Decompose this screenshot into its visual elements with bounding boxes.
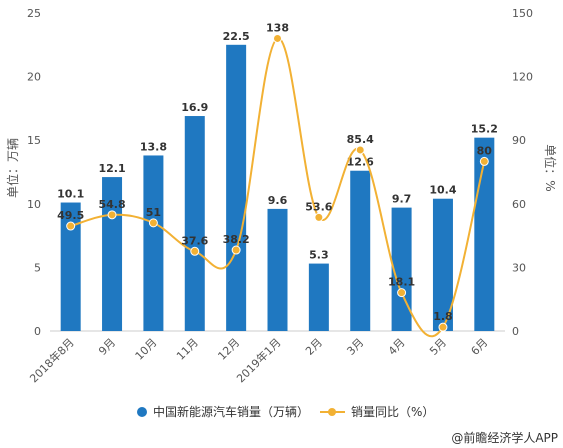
legend-bar-label: 中国新能源汽车销量（万辆） (153, 404, 309, 419)
line-point (190, 246, 200, 256)
bar (350, 170, 371, 331)
line-value-label: 54.8 (98, 198, 125, 211)
line-value-label: 1.8 (433, 310, 453, 323)
line-value-label: 53.6 (305, 200, 332, 213)
bar-value-label: 5.3 (309, 249, 329, 262)
bar-value-label: 15.2 (471, 123, 498, 136)
line-data-labels: 49.5 54.8 51 37.6 38.2 138 53.6 85.4 18.1 1.8 80 (57, 21, 492, 323)
line-point (231, 245, 241, 255)
x-tick-label: 3月 (344, 336, 366, 358)
y-tick-label-left: 15 (27, 134, 41, 147)
bar-value-label: 10.4 (429, 184, 456, 197)
y-tick-label-left: 20 (27, 71, 41, 84)
line-point (148, 218, 158, 228)
line-point (355, 145, 365, 155)
right-axis-ticks: 0 30 60 90 120 150 (512, 7, 533, 338)
bar (432, 198, 453, 331)
legend-line-label: 销量同比（%） (351, 405, 434, 419)
y-tick-label-left: 5 (34, 261, 41, 274)
line-path (70, 37, 486, 338)
line-point (314, 212, 324, 222)
y-tick-label-right: 0 (512, 325, 519, 338)
line-point (479, 156, 489, 166)
x-tick-label: 12月 (215, 336, 242, 363)
bar (184, 116, 205, 331)
x-tick-label: 2018年8月 (27, 335, 77, 385)
bar-data-labels: 10.1 12.1 13.8 16.9 22.5 9.6 5.3 12.6 9.7 10.4 15.… (57, 30, 498, 262)
y-axis-title-left: 单位：万辆 (5, 138, 20, 198)
y-tick-label-right: 150 (512, 7, 533, 20)
bar (267, 208, 288, 331)
bar-value-label: 12.1 (98, 162, 125, 175)
line-value-label: 85.4 (347, 133, 374, 146)
bar (474, 137, 495, 331)
bar-value-label: 22.5 (223, 30, 250, 43)
watermark: @前瞻经济学人APP (451, 430, 558, 445)
legend: 中国新能源汽车销量（万辆） 销量同比（%） (137, 404, 434, 419)
y-tick-label-left: 25 (27, 7, 41, 20)
line-value-label: 80 (477, 144, 493, 157)
bar (391, 207, 412, 331)
line-value-label: 51 (146, 206, 161, 219)
y-tick-label-right: 90 (512, 134, 526, 147)
bar-value-label: 16.9 (181, 101, 208, 114)
bar (226, 44, 247, 332)
x-tick-label: 10月 (133, 336, 160, 363)
bar-value-label: 9.6 (268, 194, 288, 207)
line-value-label: 37.6 (181, 234, 208, 247)
x-tick-label: 6月 (469, 336, 491, 358)
bar-value-label: 12.6 (347, 156, 374, 169)
line-series (66, 33, 489, 338)
line-point (438, 322, 448, 332)
line-point (273, 33, 282, 43)
line-point (397, 288, 407, 298)
line-point (66, 221, 76, 231)
bar-value-label: 9.7 (392, 193, 412, 206)
line-value-label: 49.5 (57, 209, 84, 222)
x-tick-label: 2019年1月 (233, 335, 283, 385)
y-tick-label-right: 60 (512, 198, 526, 211)
line-value-label: 18.1 (388, 276, 415, 289)
line-value-label: 38.2 (223, 233, 250, 246)
y-axis-title-right: 单位：% (543, 144, 558, 191)
bar (308, 263, 329, 331)
x-tick-label: 11月 (174, 336, 201, 363)
legend-bar-marker (137, 407, 147, 417)
left-axis-ticks: 0 5 10 15 20 25 (27, 7, 41, 338)
y-tick-label-left: 10 (27, 198, 41, 211)
y-tick-label-left: 0 (34, 325, 41, 338)
x-tick-label: 9月 (96, 336, 118, 358)
y-tick-label-right: 30 (512, 261, 526, 274)
bar (60, 202, 81, 331)
bar-series (60, 44, 495, 332)
line-value-label: 138 (266, 21, 289, 34)
bar (143, 155, 164, 331)
legend-line-marker (328, 408, 336, 416)
x-tick-label: 2月 (303, 336, 325, 358)
bar-value-label: 13.8 (140, 140, 167, 153)
x-tick-label: 4月 (386, 336, 408, 358)
x-tick-label: 5月 (427, 336, 449, 358)
line-point (107, 210, 117, 220)
bar-value-label: 10.1 (57, 188, 84, 201)
y-tick-label-right: 120 (512, 71, 533, 84)
